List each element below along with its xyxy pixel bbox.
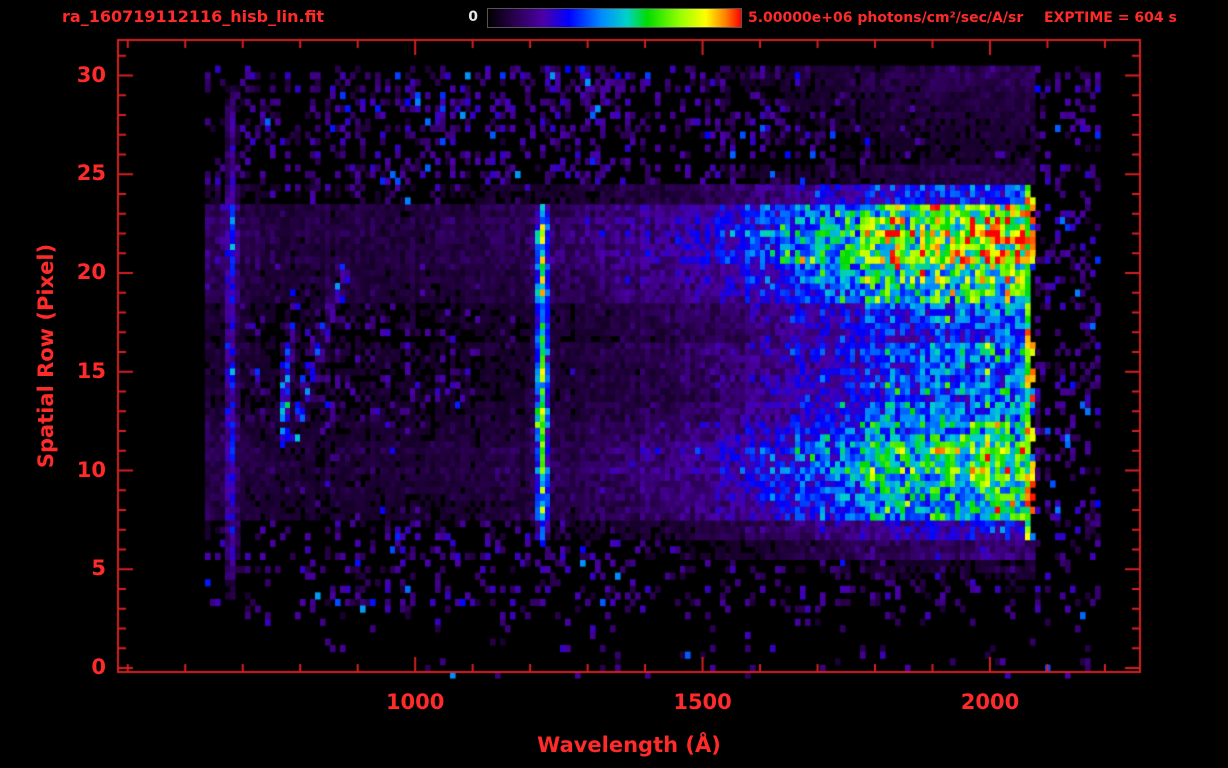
x-tick-label: 2000 bbox=[960, 690, 1020, 714]
y-tick-label: 15 bbox=[76, 358, 106, 383]
x-tick-label: 1500 bbox=[673, 690, 732, 714]
y-tick-label: 25 bbox=[76, 161, 106, 186]
x-tick-label: 1000 bbox=[385, 690, 445, 714]
file-title: ra_160719112116_hisb_lin.fit bbox=[62, 7, 325, 26]
y-tick-label: 30 bbox=[76, 62, 106, 87]
colorbar-max-label: 5.00000e+06 photons/cm²/sec/A/sr bbox=[748, 10, 1024, 26]
exptime-label: EXPTIME = 604 s bbox=[1044, 10, 1177, 26]
colorbar-min-label: 0 bbox=[468, 9, 478, 25]
x-axis-title: Wavelength (Å) bbox=[537, 733, 721, 757]
y-tick-label: 5 bbox=[91, 556, 106, 581]
y-tick-label: 20 bbox=[76, 259, 106, 284]
y-axis-title: Spatial Row (Pixel) bbox=[34, 243, 58, 469]
y-tick-label: 10 bbox=[76, 457, 106, 482]
colorbar bbox=[487, 8, 742, 28]
y-tick-label: 0 bbox=[91, 654, 106, 679]
